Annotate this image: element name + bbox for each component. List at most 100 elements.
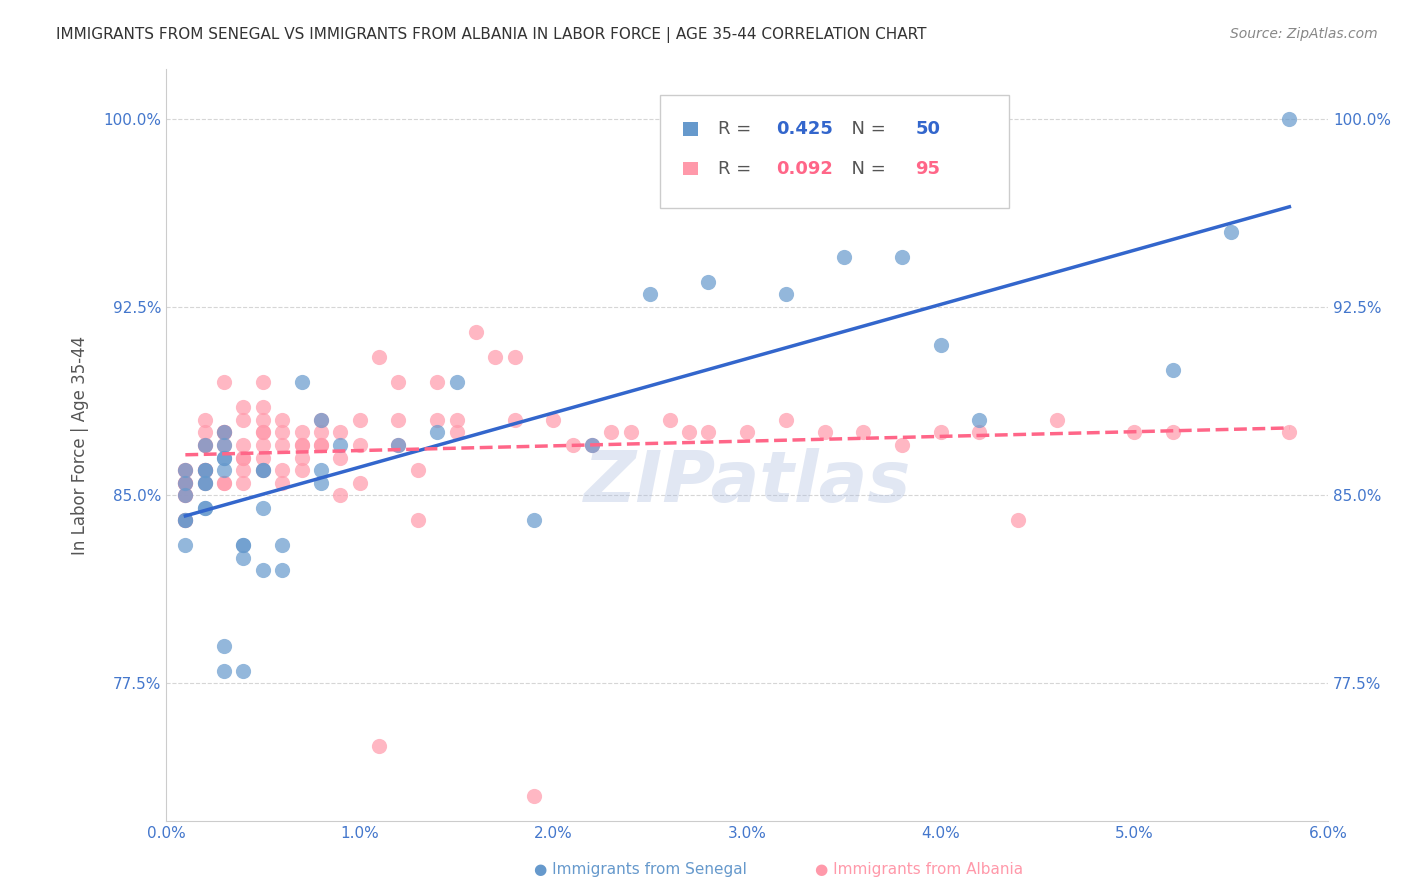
Point [561,438,583,452]
Point [212,438,235,452]
Point [1161,362,1184,376]
Point [174,463,197,477]
Point [271,475,294,490]
Point [1278,425,1301,440]
Text: ● Immigrants from Albania: ● Immigrants from Albania [815,863,1024,877]
Point [271,538,294,552]
Point [194,475,217,490]
Point [232,438,254,452]
Point [1161,425,1184,440]
Point [697,275,720,289]
Point [212,475,235,490]
Text: R =: R = [718,160,756,178]
Point [813,425,835,440]
Point [426,425,449,440]
Point [1123,425,1146,440]
Point [929,425,952,440]
Point [252,376,274,390]
Point [194,463,217,477]
Point [329,438,352,452]
Point [1278,112,1301,126]
Point [1007,513,1029,527]
Point [271,413,294,427]
Point [212,450,235,465]
Point [368,350,391,364]
Point [194,438,217,452]
Point [194,463,217,477]
Point [252,425,274,440]
Text: R =: R = [718,120,756,137]
FancyBboxPatch shape [659,95,1008,208]
Point [174,475,197,490]
Point [212,475,235,490]
Point [232,463,254,477]
Point [329,425,352,440]
Point [212,463,235,477]
Point [543,413,565,427]
Point [252,438,274,452]
Point [174,475,197,490]
Point [387,438,409,452]
Point [212,438,235,452]
Point [212,664,235,678]
Point [271,564,294,578]
Point [252,463,274,477]
Point [309,438,332,452]
Point [232,475,254,490]
Point [581,438,603,452]
Text: N =: N = [839,120,891,137]
Point [290,438,312,452]
Point [387,376,409,390]
FancyBboxPatch shape [683,161,697,176]
Point [194,500,217,515]
Point [212,376,235,390]
Point [232,538,254,552]
Point [232,413,254,427]
Point [697,425,720,440]
Point [290,463,312,477]
Point [503,350,526,364]
Point [406,463,429,477]
Text: 0.092: 0.092 [776,160,832,178]
Text: ZIPatlas: ZIPatlas [583,448,911,517]
Point [252,425,274,440]
Point [600,425,623,440]
Point [252,500,274,515]
Point [194,463,217,477]
Point [252,413,274,427]
Point [387,438,409,452]
Point [368,739,391,754]
Point [929,337,952,351]
Point [832,250,855,264]
Point [638,287,661,301]
Point [174,488,197,502]
Point [1220,225,1243,239]
Point [406,513,429,527]
Point [271,438,294,452]
Point [174,475,197,490]
Point [174,513,197,527]
Point [194,425,217,440]
Point [464,325,486,339]
Point [194,475,217,490]
Point [775,413,797,427]
Point [969,413,991,427]
Point [329,488,352,502]
Text: 95: 95 [915,160,941,178]
FancyBboxPatch shape [683,122,697,136]
Point [426,413,449,427]
Point [349,475,371,490]
Point [426,376,449,390]
Point [271,425,294,440]
Point [523,513,546,527]
Text: N =: N = [839,160,891,178]
Point [174,463,197,477]
Point [194,438,217,452]
Point [174,488,197,502]
Point [349,413,371,427]
Point [484,350,506,364]
Point [969,425,991,440]
Point [620,425,643,440]
Text: ● Immigrants from Senegal: ● Immigrants from Senegal [534,863,747,877]
Point [290,438,312,452]
